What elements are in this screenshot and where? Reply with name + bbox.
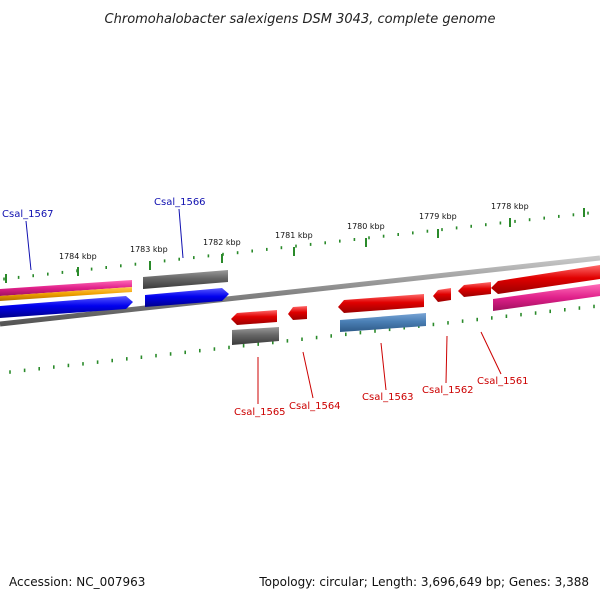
leader-csal-1562 bbox=[445, 335, 448, 384]
gene-csal-1565-pseudo[interactable] bbox=[232, 327, 279, 345]
magenta-feature-left[interactable] bbox=[0, 280, 132, 296]
upper-major-ticks bbox=[5, 208, 585, 283]
gene-csal-1564-forward[interactable] bbox=[288, 306, 307, 320]
gene-label-csal-1565[interactable]: Csal_1565 bbox=[234, 407, 286, 418]
top-strand-features bbox=[0, 270, 229, 318]
gene-label-csal-1567[interactable]: Csal_1567 bbox=[2, 209, 54, 220]
bottom-strand-features bbox=[231, 306, 307, 345]
gene-label-csal-1563[interactable]: Csal_1563 bbox=[362, 392, 414, 403]
gene-csal-1566-pseudo[interactable] bbox=[143, 270, 228, 289]
scale-label-1783: 1783 kbp bbox=[130, 245, 168, 254]
scale-label-1781: 1781 kbp bbox=[275, 231, 313, 240]
leader-csal-1567 bbox=[25, 220, 32, 271]
scale-label-1784: 1784 kbp bbox=[59, 252, 97, 261]
gene-csal-1563-rna[interactable] bbox=[340, 313, 426, 332]
scale-label-1782: 1782 kbp bbox=[203, 238, 241, 247]
gene-label-csal-1561[interactable]: Csal_1561 bbox=[477, 376, 529, 387]
scale-label-1779: 1779 kbp bbox=[419, 212, 457, 221]
scale-label-1780: 1780 kbp bbox=[347, 222, 385, 231]
leader-csal-1561 bbox=[480, 331, 502, 375]
genome-summary-text: Topology: circular; Length: 3,696,649 bp… bbox=[258, 575, 589, 589]
gene-labels: Csal_1567 Csal_1566 Csal_1565 Csal_1564 … bbox=[2, 197, 529, 418]
gene-label-csal-1564[interactable]: Csal_1564 bbox=[289, 401, 341, 412]
accession-text: Accession: NC_007963 bbox=[9, 575, 145, 589]
gene-csal-1567-reverse[interactable] bbox=[0, 296, 133, 318]
leader-csal-1566 bbox=[178, 208, 184, 259]
orange-feature-left[interactable] bbox=[0, 287, 132, 301]
leader-csal-1563 bbox=[380, 342, 387, 391]
gene-label-csal-1566[interactable]: Csal_1566 bbox=[154, 197, 206, 208]
leader-csal-1564 bbox=[302, 351, 314, 399]
upper-tick-ruler bbox=[3, 208, 589, 283]
right-strand-features bbox=[338, 265, 600, 332]
magenta-feature-right[interactable] bbox=[493, 284, 600, 311]
gene-csal-1562-forward[interactable] bbox=[458, 282, 491, 297]
gene-csal-1561-forward[interactable] bbox=[491, 265, 600, 294]
gene-csal-1566-reverse[interactable] bbox=[145, 288, 229, 307]
scale-labels: 1784 kbp 1783 kbp 1782 kbp 1781 kbp 1780… bbox=[59, 202, 529, 261]
genome-backbone bbox=[0, 255, 600, 327]
label-leaders bbox=[25, 208, 502, 404]
scale-label-1778: 1778 kbp bbox=[491, 202, 529, 211]
gene-label-csal-1562[interactable]: Csal_1562 bbox=[422, 385, 474, 396]
gene-csal-1563-forward[interactable] bbox=[338, 294, 424, 313]
gene-csal-1565-forward[interactable] bbox=[231, 310, 277, 325]
gene-csal-1562-small-forward[interactable] bbox=[433, 288, 451, 302]
map-title: Chromohalobacter salexigens DSM 3043, co… bbox=[105, 12, 496, 27]
